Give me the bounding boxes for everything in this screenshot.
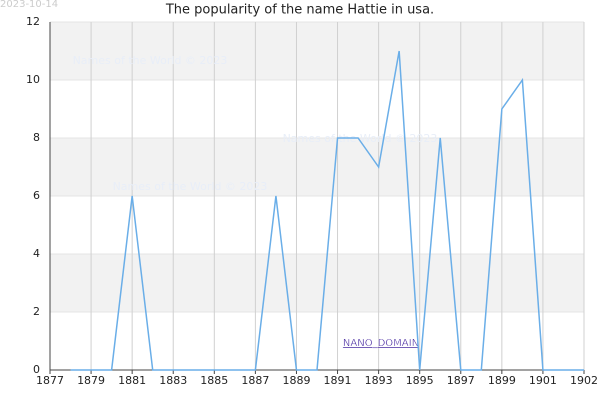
chart-title: The popularity of the name Hattie in usa… [165, 3, 434, 18]
domain-label: NANO_DOMAIN [343, 338, 419, 349]
watermark: Names of the World © 2023 [113, 180, 268, 193]
x-tick-label: 1891 [324, 374, 352, 387]
x-tick-label: 1881 [118, 374, 146, 387]
y-tick-label: 8 [33, 131, 40, 144]
x-tick-label: 1879 [77, 374, 105, 387]
y-tick-label: 4 [33, 247, 40, 260]
y-tick-label: 2 [33, 305, 40, 318]
x-tick-label: 1902 [570, 374, 598, 387]
grid-band [50, 22, 584, 80]
line [70, 50, 584, 371]
y-tick-label: 10 [26, 73, 40, 86]
x-tick-label: 1889 [282, 374, 310, 387]
y-tick-label: 12 [26, 15, 40, 28]
x-tick-label: 1893 [365, 374, 393, 387]
date-label: 2023-10-14 [0, 0, 58, 10]
y-tick-label: 6 [33, 189, 40, 202]
x-tick-label: 1901 [529, 374, 557, 387]
x-tick-label: 1899 [488, 374, 516, 387]
x-tick-label: 1895 [406, 374, 434, 387]
x-tick-label: 1877 [36, 374, 64, 387]
x-tick-label: 1885 [200, 374, 228, 387]
y-tick-label: 0 [33, 363, 40, 376]
grid-band [50, 138, 584, 196]
grid-band [50, 254, 584, 312]
x-tick-label: 1887 [241, 374, 269, 387]
watermark: Names of the World © 2023 [283, 132, 438, 145]
x-tick-label: 1897 [447, 374, 475, 387]
x-tick-label: 1883 [159, 374, 187, 387]
watermark: Names of the World © 2023 [73, 54, 228, 67]
